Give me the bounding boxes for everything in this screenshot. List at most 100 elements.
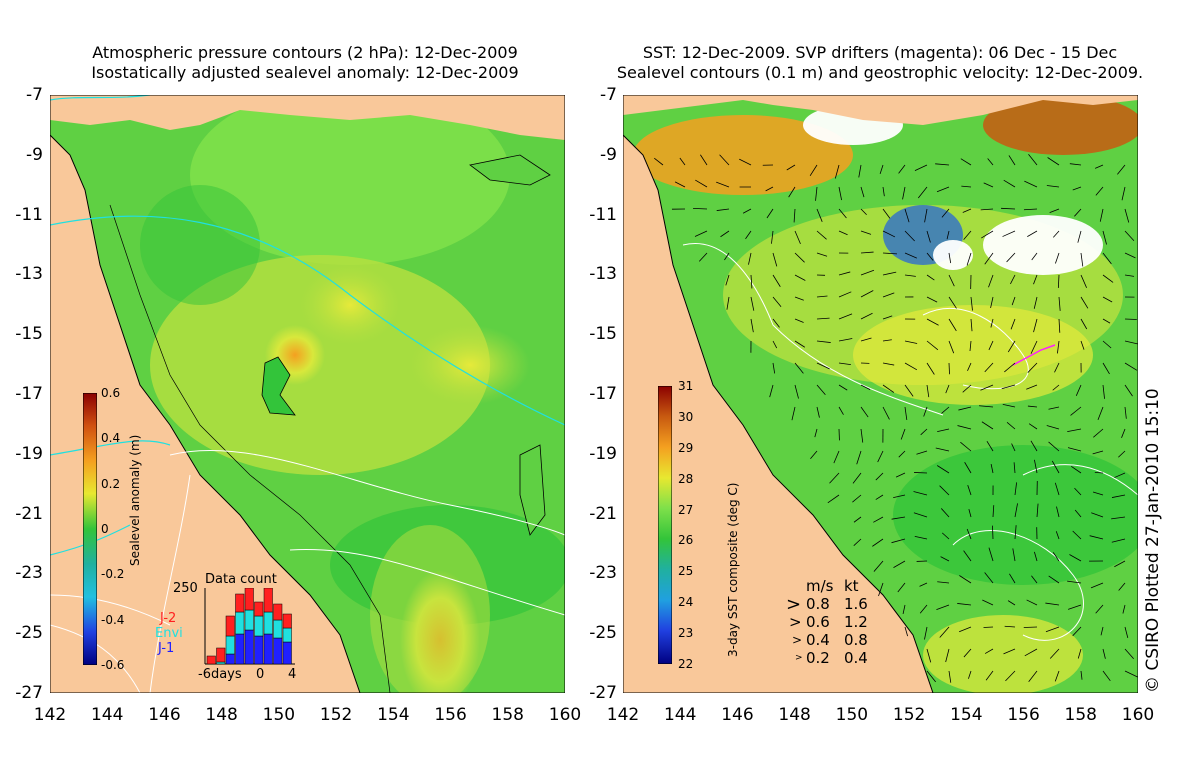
geostrophic-velocity-arrow [987, 158, 994, 166]
left-colorbar-tick: 0 [101, 522, 109, 536]
geostrophic-velocity-arrow [1007, 340, 1016, 353]
geostrophic-velocity-arrow [1052, 552, 1060, 562]
geostrophic-velocity-arrow [816, 208, 823, 222]
geostrophic-velocity-arrow [875, 472, 884, 481]
geostrophic-velocity-arrow [990, 296, 994, 309]
geostrophic-velocity-arrow [1034, 551, 1038, 562]
geostrophic-velocity-arrow [1006, 252, 1016, 263]
geostrophic-velocity-arrow [1072, 626, 1082, 637]
left-colorbar-tick: -0.6 [101, 658, 125, 672]
data-count-bar [244, 609, 254, 631]
geostrophic-velocity-arrow [962, 384, 972, 393]
geostrophic-velocity-arrow [693, 207, 708, 210]
left-lat-tick: -15 [15, 324, 43, 345]
right-lon-tick: 144 [663, 705, 697, 725]
geostrophic-velocity-arrow [1034, 459, 1038, 474]
left-lat-tick: -27 [15, 683, 43, 703]
geostrophic-velocity-arrow [788, 186, 796, 198]
geostrophic-velocity-arrow [917, 186, 928, 199]
geostrophic-velocity-arrow [1102, 670, 1111, 682]
geostrophic-velocity-arrow [1003, 648, 1016, 655]
data-count-bar [254, 615, 264, 637]
geostrophic-velocity-arrow [882, 362, 895, 366]
right-lon-tick: 150 [835, 705, 869, 725]
geostrophic-velocity-arrow [1124, 384, 1133, 397]
geostrophic-velocity-arrow [926, 230, 931, 243]
geostrophic-velocity-arrow [1056, 506, 1060, 518]
data-count-bar [206, 655, 216, 665]
geostrophic-velocity-arrow [882, 208, 891, 219]
geostrophic-velocity-arrow [941, 208, 950, 218]
geostrophic-velocity-arrow [962, 208, 972, 213]
geostrophic-velocity-arrow [920, 428, 928, 436]
geostrophic-velocity-arrow [1046, 425, 1060, 430]
geostrophic-velocity-arrow [793, 208, 796, 223]
data-count-bar [273, 637, 283, 665]
geostrophic-velocity-arrow [1102, 274, 1114, 283]
geostrophic-velocity-arrow [1031, 252, 1038, 261]
left-title-line2: Isostatically adjusted sealevel anomaly:… [91, 63, 519, 82]
geostrophic-velocity-arrow [948, 670, 952, 683]
left-lat-tick: -25 [15, 623, 43, 644]
geostrophic-velocity-arrow [904, 362, 918, 371]
geostrophic-velocity-arrow [882, 186, 885, 197]
geostrophic-velocity-arrow [963, 648, 972, 658]
data-count-x-label-zero: 0 [256, 667, 265, 682]
geostrophic-velocity-arrow [1072, 530, 1082, 540]
geostrophic-velocity-arrow [791, 406, 796, 421]
geostrophic-velocity-arrow [981, 230, 994, 239]
geostrophic-velocity-arrow [926, 670, 936, 683]
geostrophic-velocity-arrow [1117, 164, 1126, 175]
geostrophic-velocity-arrow [742, 208, 752, 214]
geostrophic-velocity-arrow [1054, 362, 1060, 373]
geostrophic-velocity-arrow [1124, 340, 1138, 345]
geostrophic-velocity-arrow [1003, 179, 1016, 188]
geostrophic-velocity-arrow [1030, 440, 1038, 452]
geostrophic-velocity-arrow [913, 512, 928, 518]
velocity-legend-kt: 0.4 [844, 649, 868, 667]
geostrophic-velocity-arrow [838, 338, 853, 342]
series-label-j1: J-1 [158, 641, 175, 656]
geostrophic-velocity-arrow [786, 164, 796, 171]
left-lon-tick: 154 [377, 705, 410, 725]
velocity-arrow-icon: > [795, 653, 803, 663]
geostrophic-velocity-arrow [891, 516, 906, 520]
geostrophic-velocity-arrow [858, 164, 862, 178]
data-count-bar [216, 647, 226, 663]
geostrophic-velocity-arrow [816, 340, 831, 343]
geostrophic-velocity-arrow [834, 164, 840, 179]
left-lon-tick: 158 [491, 705, 524, 725]
geostrophic-velocity-arrow [772, 318, 780, 328]
geostrophic-velocity-arrow [1014, 525, 1017, 540]
geostrophic-velocity-arrow [1124, 648, 1134, 660]
geostrophic-velocity-arrow [1001, 207, 1016, 210]
geostrophic-velocity-arrow [902, 186, 906, 200]
left-lon-tick: 142 [33, 705, 67, 725]
right-colorbar [658, 386, 672, 664]
velocity-legend-ms: 0.4 [806, 631, 830, 649]
geostrophic-velocity-arrow [879, 164, 884, 175]
geostrophic-velocity-arrow [860, 337, 872, 342]
geostrophic-velocity-arrow [980, 384, 994, 391]
right-colorbar-tick: 30 [678, 409, 694, 424]
geostrophic-velocity-arrow [872, 538, 884, 547]
data-count-bar [282, 627, 292, 643]
geostrophic-velocity-arrow [860, 428, 864, 443]
geostrophic-velocity-arrow [838, 291, 852, 298]
geostrophic-velocity-arrow [940, 556, 950, 562]
geostrophic-velocity-arrow [904, 340, 918, 344]
geostrophic-velocity-arrow [1030, 340, 1038, 354]
geostrophic-velocity-arrow [924, 626, 928, 640]
geostrophic-velocity-arrow [926, 274, 935, 281]
data-count-chart [204, 588, 295, 665]
geostrophic-velocity-arrow [1099, 208, 1104, 222]
geostrophic-velocity-arrow [1090, 582, 1104, 589]
geostrophic-velocity-arrow [1036, 503, 1039, 518]
geostrophic-velocity-arrow [679, 157, 686, 166]
geostrophic-velocity-arrow [964, 462, 972, 474]
velocity-arrow-icon: > [789, 613, 802, 631]
geostrophic-velocity-arrow [860, 312, 873, 320]
geostrophic-velocity-arrow [936, 186, 950, 193]
left-sealevel-map [50, 95, 565, 693]
data-count-x-label-end: 4 [288, 667, 297, 682]
